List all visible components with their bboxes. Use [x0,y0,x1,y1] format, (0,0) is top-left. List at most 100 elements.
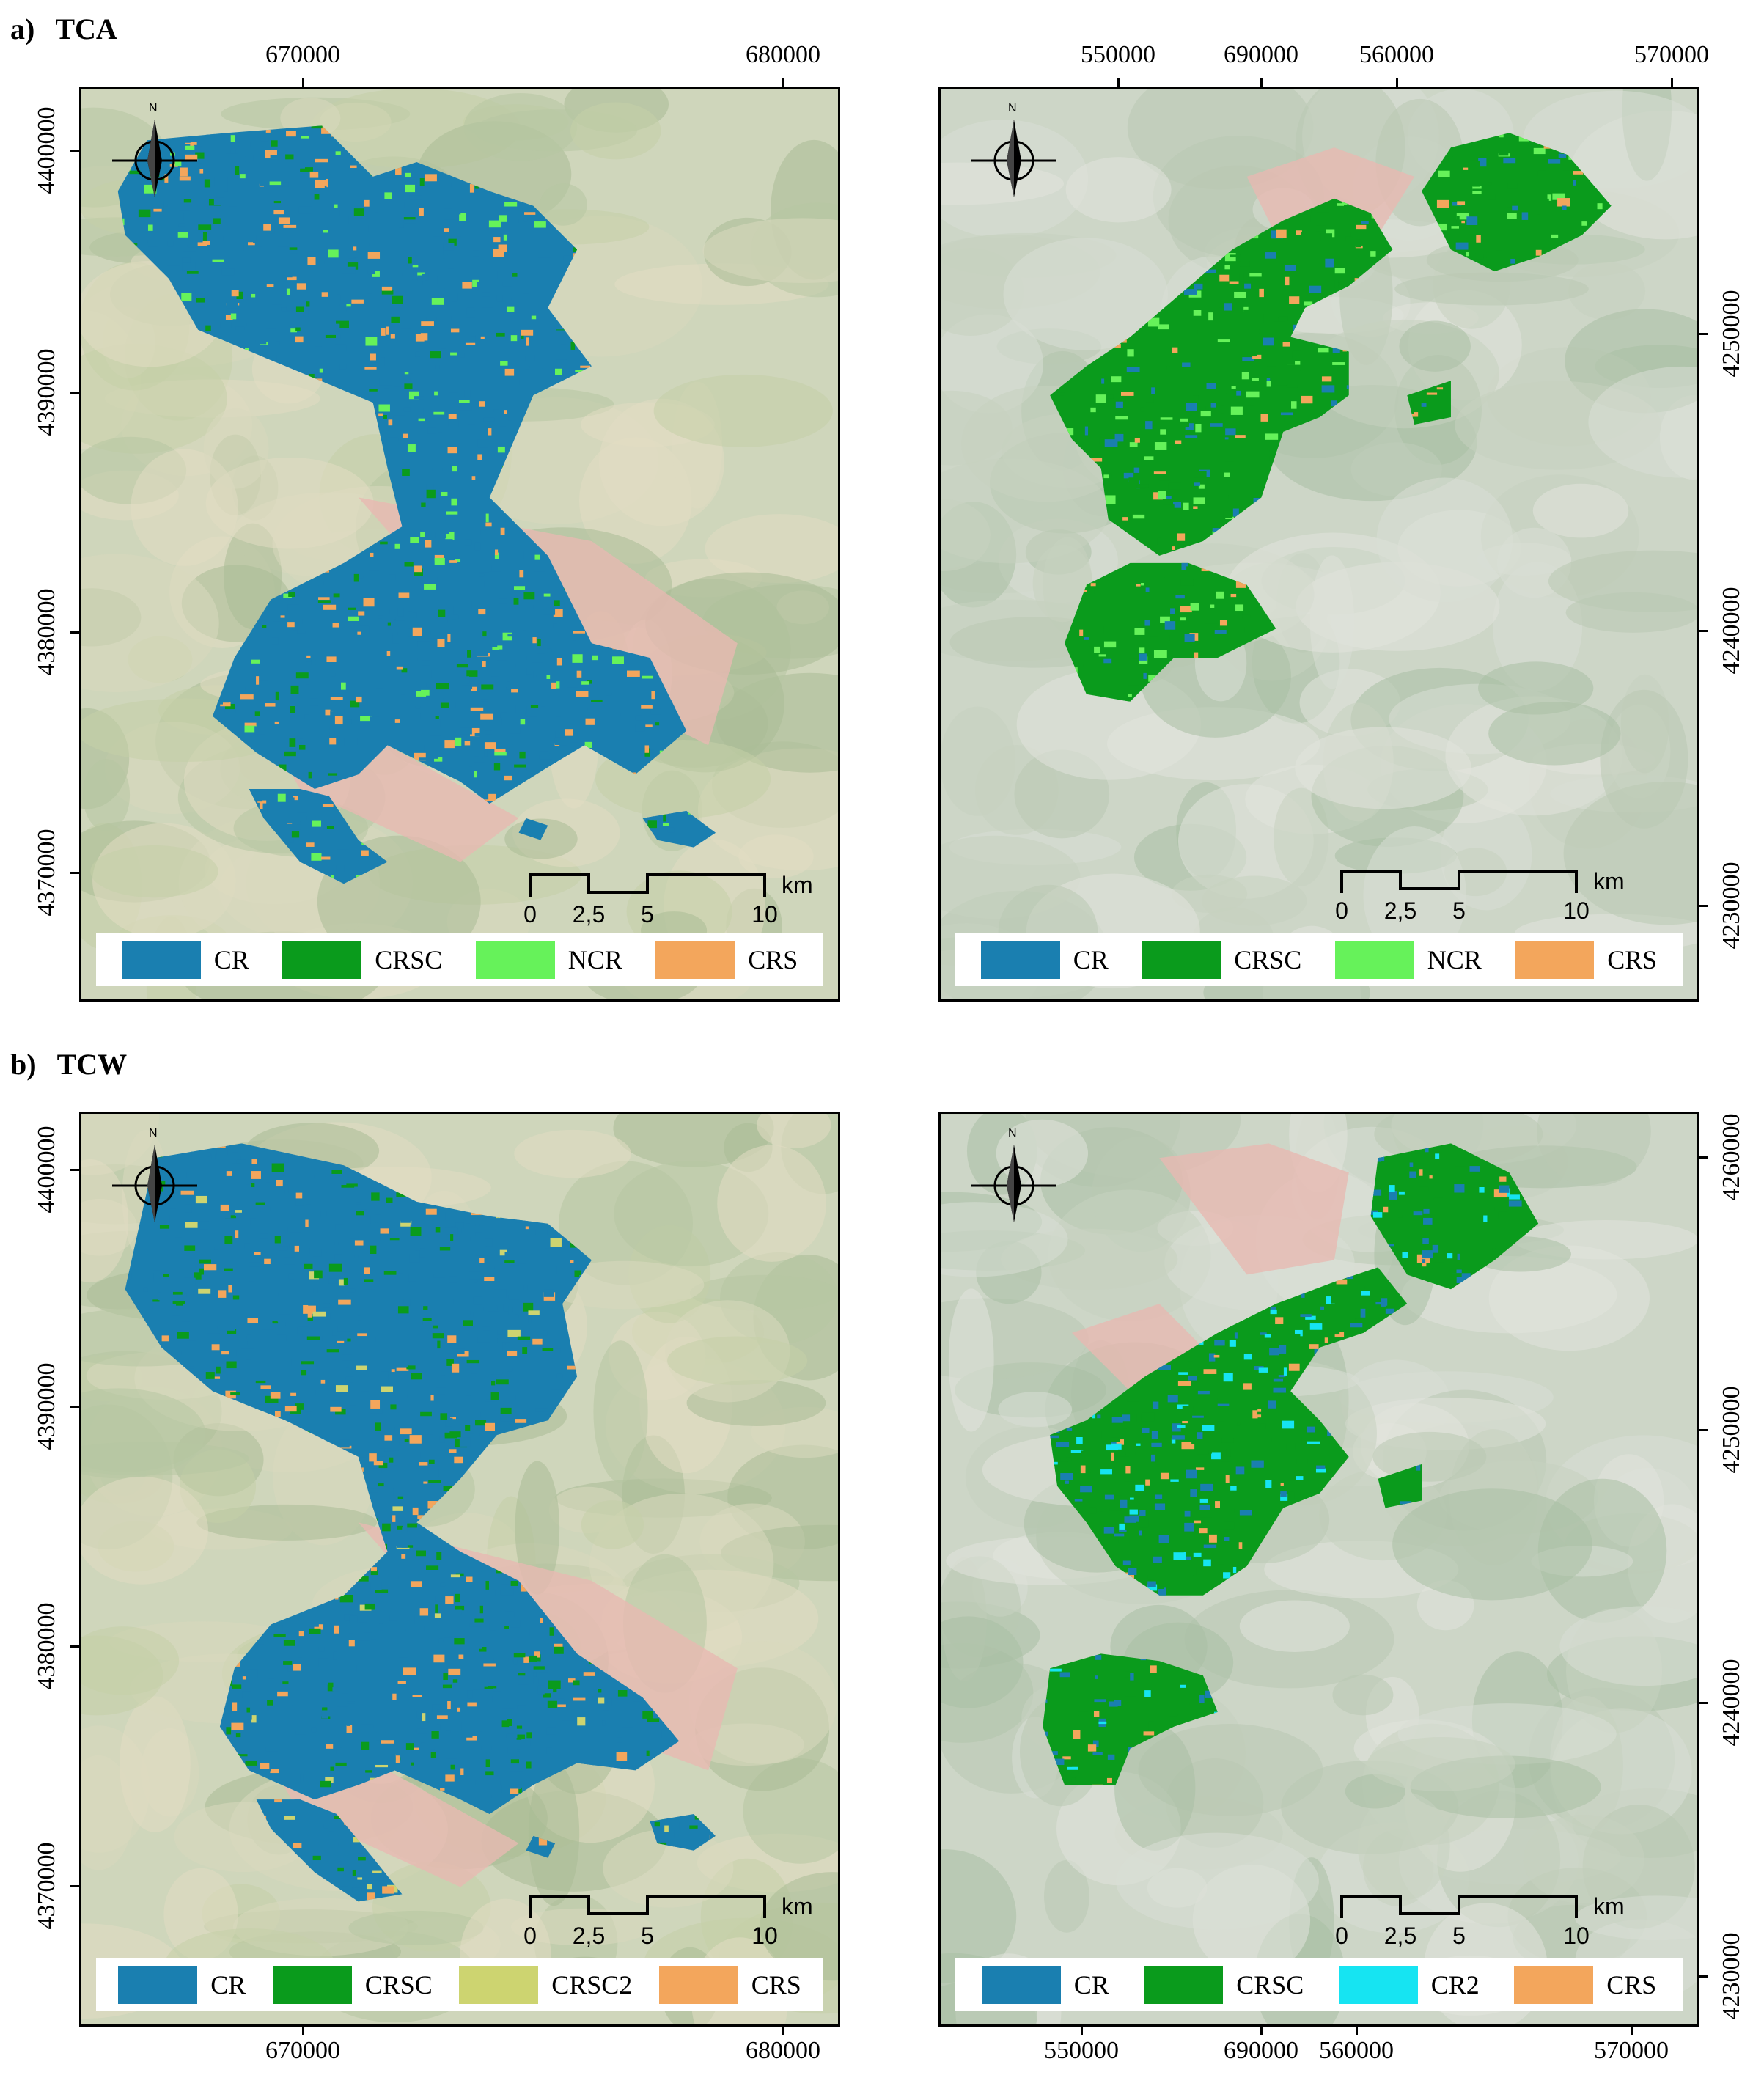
map-image [941,1114,1697,2024]
terrain-patch [1116,1832,1319,1930]
x-tick [302,78,304,87]
north-arrow-icon: N [970,1127,1058,1238]
legend-item: CR [118,1966,246,2004]
terrain-patch [1568,262,1646,320]
legend-swatch [1514,1966,1594,2004]
x-tick-label: 680000 [746,41,820,68]
scale-bar-label: 10 [1563,897,1590,924]
terrain-patch [1357,1792,1450,1901]
y-tick [1699,630,1708,632]
burn-scar-zone [1246,147,1415,235]
terrain-patch [1065,157,1172,223]
terrain-patch [1295,727,1472,809]
north-label: N [1008,102,1017,114]
legend-item: CR2 [1338,1966,1480,2004]
terrain-patch [1367,1737,1515,1791]
north-arrow-icon: N [111,102,199,213]
terrain-patch [941,1849,1017,1983]
terrain-patch [81,1114,160,1175]
terrain-patch [717,1145,826,1262]
terrain-patch [1003,238,1168,350]
terrain-patch [1588,366,1697,478]
section-a-title: TCA [55,12,117,45]
x-tick [1260,78,1263,87]
y-tick-label: 4390000 [33,348,60,436]
terrain-patch [1372,1431,1487,1482]
legend-swatch [658,1966,738,2004]
terrain-patch [1032,544,1093,623]
terrain-patch [593,1340,648,1483]
x-tick-label: 560000 [1319,2037,1394,2064]
scale-bar-label: 10 [1563,1923,1590,1949]
legend-item: CRS [655,941,798,979]
legend-item: CRSC [1144,1966,1304,2004]
terrain-patch [1239,1600,1350,1652]
scale-bar: 0 2,5 5 10 km [523,1887,822,1975]
legend-swatch [1515,941,1595,979]
scale-bar-unit: km [1593,1893,1625,1920]
terrain-patch [1363,826,1467,964]
legend-item: NCR [1334,941,1482,979]
legend-swatch [282,941,362,979]
legend-swatch [655,941,735,979]
x-tick-label: 690000 [1224,2037,1298,2064]
scale-bar-label: 2,5 [1383,1923,1417,1949]
terrain-patch [941,162,1064,205]
terrain-patch [1332,1674,1394,1716]
y-tick [70,1169,79,1171]
legend-label: NCR [1427,945,1482,974]
scale-bar-label: 0 [523,1923,537,1949]
x-tick-label: 670000 [265,2037,340,2064]
y-tick-label: 4240000 [1718,1659,1745,1747]
legend-swatch [981,1966,1061,2004]
legend-item: CRSC [272,1966,433,2004]
terrain-patch [570,102,661,160]
x-tick-label: 670000 [265,41,340,68]
terrain-patch [203,408,269,489]
x-tick-label: 680000 [746,2037,820,2064]
legend-item: CRSC2 [459,1966,632,2004]
y-tick-label: 4230000 [1718,862,1745,950]
y-tick [1699,1429,1708,1431]
map-image [941,89,1697,999]
legend-label: CRSC2 [551,1970,633,2000]
terrain-patch [514,1129,631,1178]
terrain-patch [81,1635,163,1716]
y-tick-label: 4370000 [33,829,60,917]
legend-label: CR [210,1970,246,2000]
legend-swatch [980,941,1060,979]
terrain-patch [1114,1725,1196,1851]
map-image [81,89,838,999]
terrain-patch [1575,1895,1697,1941]
legend-swatch [118,1966,198,2004]
legend-swatch [475,941,555,979]
y-tick [70,631,79,634]
x-tick [1356,2027,1358,2035]
legend-label: CRSC [364,1970,433,2000]
terrain-patch [941,706,1015,816]
scale-bar: 0 2,5 5 10 km [1335,1887,1633,1975]
map-panel-a-right: N 0 2,5 5 10 km CR CRSC NCR CRS [938,87,1699,1002]
legend-swatch [1144,1966,1224,2004]
legend-swatch [1338,1966,1418,2004]
legend-label: CRSC [375,945,443,974]
legend-swatch [459,1966,539,2004]
legend-label: CRS [751,1970,801,2000]
legend-item: CR [121,941,249,979]
x-tick-label: 570000 [1634,41,1709,68]
terrain-patch [131,449,238,566]
scale-bar-label: 5 [641,901,654,928]
y-tick [70,1885,79,1887]
y-tick-label: 4240000 [1718,587,1745,675]
terrain-patch [1044,1859,1089,1933]
map-image [81,1114,838,2024]
x-tick [1396,78,1398,87]
scale-bar-unit: km [1593,868,1625,895]
x-tick [302,2027,304,2035]
map-panel-b-right: N 0 2,5 5 10 km CR CRSC CR2 CRS [938,1112,1699,2027]
terrain-patch [1172,874,1248,914]
terrain-patch [1537,1114,1651,1187]
terrain-patch [81,1476,208,1585]
terrain-patch [941,1616,1024,1708]
terrain-patch [705,514,838,584]
